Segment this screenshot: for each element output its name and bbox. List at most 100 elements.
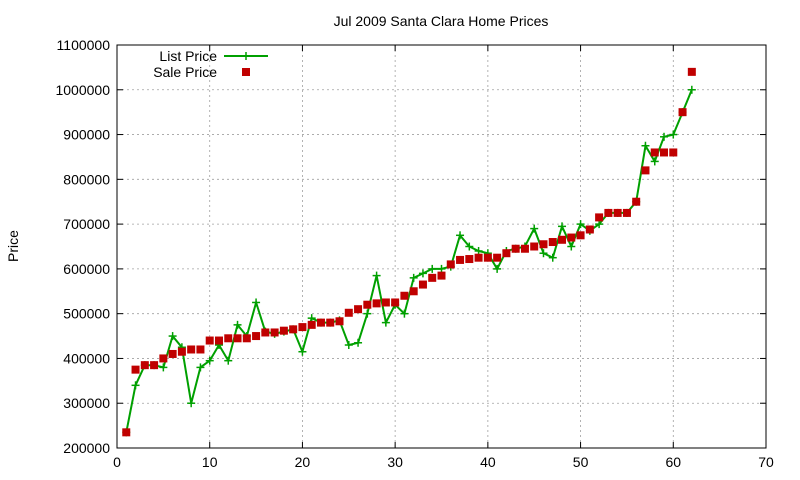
sale-price-point <box>214 336 223 345</box>
sale-price-point <box>224 334 233 343</box>
y-tick-label: 1000000 <box>55 82 110 98</box>
sale-price-point <box>307 320 316 329</box>
list-price-point <box>307 314 316 323</box>
list-price-point <box>131 381 140 390</box>
sale-price-point <box>558 235 567 244</box>
y-tick-label: 300000 <box>63 395 110 411</box>
list-price-point <box>298 347 307 356</box>
list-price-point <box>641 141 650 150</box>
list-price-point <box>456 231 465 240</box>
list-price-point <box>205 356 214 365</box>
sale-price-point <box>687 67 696 76</box>
x-tick-label: 0 <box>113 454 121 470</box>
list-price-point <box>650 157 659 166</box>
x-tick-label: 50 <box>573 454 589 470</box>
list-price-point <box>159 363 168 372</box>
y-tick-label: 1100000 <box>57 37 111 53</box>
legend-square-swatch <box>242 68 250 76</box>
sale-price-point <box>585 225 594 234</box>
sale-price-point <box>252 332 261 341</box>
list-price-point <box>558 222 567 231</box>
sale-price-point <box>122 428 131 437</box>
list-price-point <box>381 318 390 327</box>
sale-price-point <box>539 240 548 249</box>
legend-item: Sale Price <box>153 64 250 80</box>
sale-price-point <box>391 298 400 307</box>
sale-price-point <box>650 148 659 157</box>
sale-price-point <box>567 233 576 242</box>
sale-price-point <box>660 148 669 157</box>
list-price-point <box>344 341 353 350</box>
list-price-point <box>465 242 474 251</box>
y-tick-label: 500000 <box>63 306 110 322</box>
sale-price-point <box>344 308 353 317</box>
list-price-point <box>669 130 678 139</box>
sale-price-point <box>233 334 242 343</box>
list-price-point <box>224 356 233 365</box>
y-tick-label: 700000 <box>63 216 110 232</box>
list-price-point <box>576 220 585 229</box>
legend-label: List Price <box>159 48 217 64</box>
sale-price-point <box>465 255 474 264</box>
sale-price-point <box>326 318 335 327</box>
list-price-point <box>428 264 437 273</box>
list-price-point <box>530 224 539 233</box>
list-price-point <box>548 253 557 262</box>
list-price-point <box>474 246 483 255</box>
sale-price-point <box>520 244 529 253</box>
sale-price-point <box>595 213 604 222</box>
sale-price-point <box>177 347 186 356</box>
sale-price-point <box>437 271 446 280</box>
series-list-price <box>122 85 696 437</box>
sale-price-point <box>140 361 149 370</box>
sale-price-point <box>641 166 650 175</box>
list-price-point <box>354 338 363 347</box>
sale-price-point <box>678 108 687 117</box>
list-price-point <box>196 363 205 372</box>
sale-price-point <box>372 299 381 308</box>
sale-price-point <box>261 328 270 337</box>
list-price-point <box>363 309 372 318</box>
sale-price-point <box>493 253 502 262</box>
x-tick-label: 70 <box>758 454 774 470</box>
chart-title: Jul 2009 Santa Clara Home Prices <box>334 13 549 29</box>
sale-price-point <box>131 365 140 374</box>
series-sale-price <box>122 67 696 437</box>
sale-price-point <box>150 361 159 370</box>
series-layer <box>122 67 696 437</box>
list-price-line <box>125 89 693 433</box>
sale-price-point <box>298 323 307 332</box>
x-tick-label: 30 <box>387 454 403 470</box>
legend-label: Sale Price <box>153 64 217 80</box>
list-price-point <box>418 269 427 278</box>
list-price-point <box>233 320 242 329</box>
list-price-point <box>567 242 576 251</box>
sale-price-point <box>511 244 520 253</box>
list-price-point <box>400 309 409 318</box>
list-price-point <box>660 132 669 141</box>
sale-price-point <box>456 255 465 264</box>
sale-price-point <box>270 328 279 337</box>
list-price-point <box>168 332 177 341</box>
sale-price-point <box>502 249 511 258</box>
sale-price-point <box>576 231 585 240</box>
sale-price-point <box>196 345 205 354</box>
sale-price-point <box>613 208 622 217</box>
sale-price-point <box>400 291 409 300</box>
y-axis-label: Price <box>5 230 21 262</box>
list-price-point <box>372 271 381 280</box>
list-price-point <box>437 264 446 273</box>
sale-price-point <box>354 305 363 314</box>
sale-price-point <box>187 345 196 354</box>
y-tick-label: 600000 <box>63 261 110 277</box>
sale-price-point <box>622 208 631 217</box>
plot-frame <box>116 44 767 449</box>
sale-price-point <box>381 298 390 307</box>
list-price-point <box>595 220 604 229</box>
sale-price-point <box>168 349 177 358</box>
sale-price-point <box>604 208 613 217</box>
sale-price-point <box>428 273 437 282</box>
sale-price-point <box>316 318 325 327</box>
